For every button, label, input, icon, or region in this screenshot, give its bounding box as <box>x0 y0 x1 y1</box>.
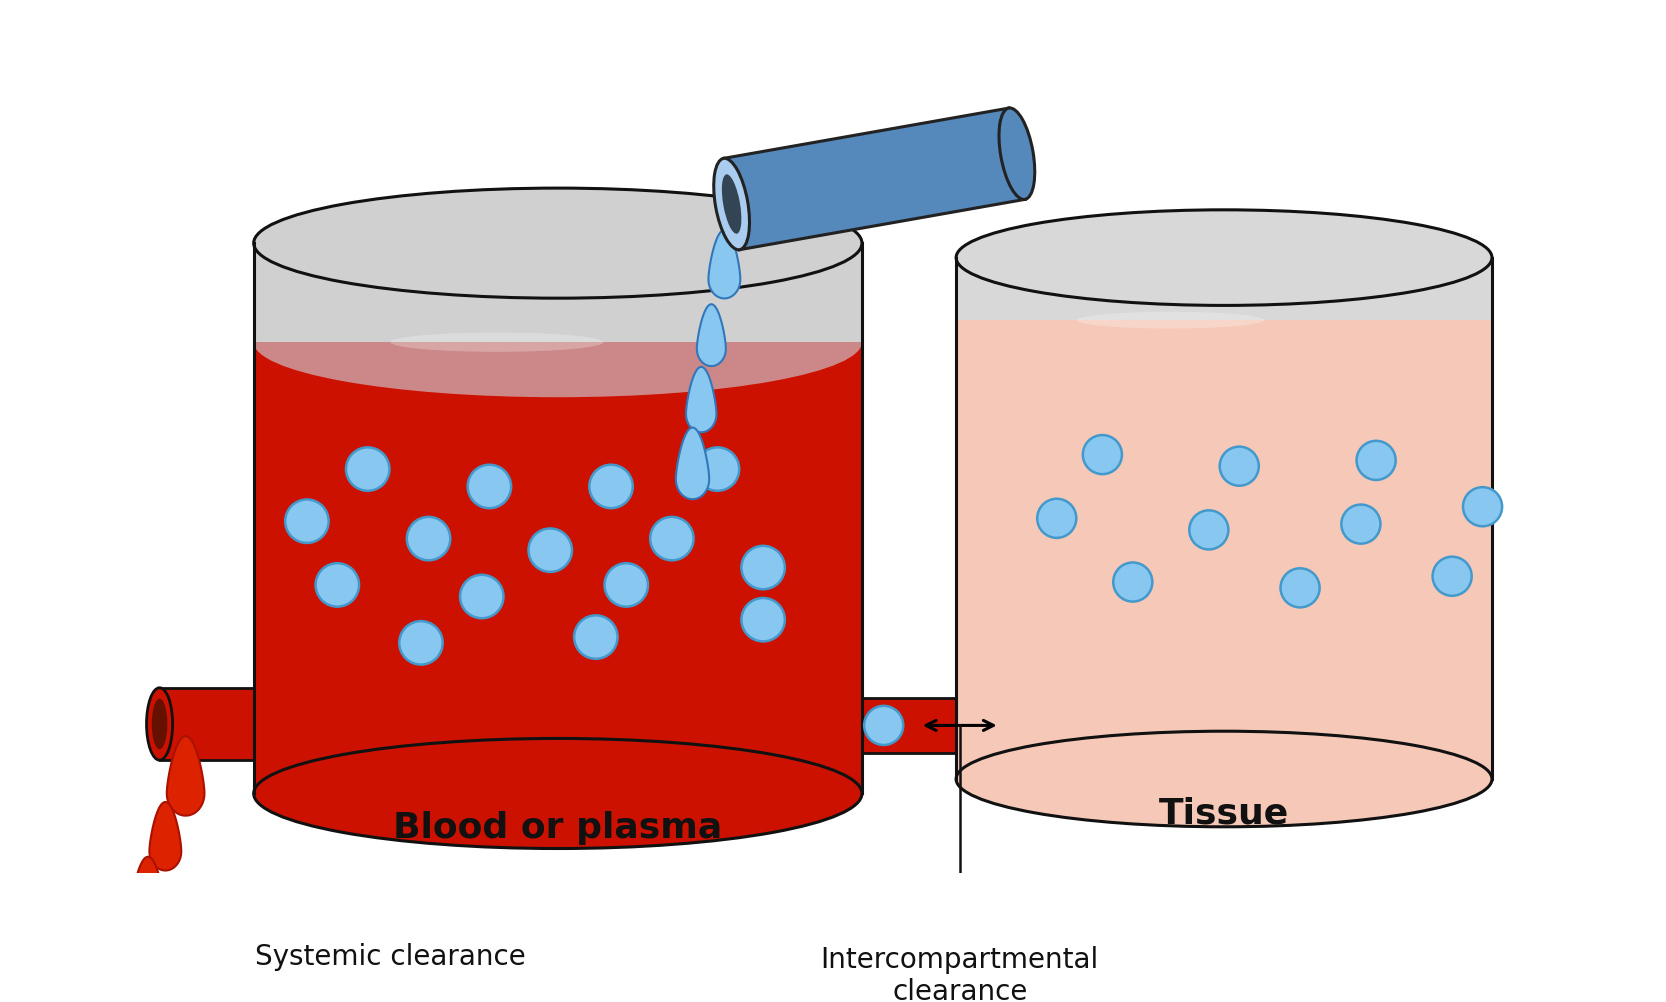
Polygon shape <box>132 857 165 930</box>
Ellipse shape <box>390 333 603 352</box>
Polygon shape <box>956 258 1493 321</box>
Ellipse shape <box>741 546 785 589</box>
Ellipse shape <box>650 517 693 560</box>
Ellipse shape <box>1113 562 1153 601</box>
Text: Intercompartmental
clearance: Intercompartmental clearance <box>821 946 1100 1002</box>
Ellipse shape <box>865 705 903 744</box>
Ellipse shape <box>152 698 167 749</box>
Ellipse shape <box>347 447 390 491</box>
Ellipse shape <box>605 563 648 606</box>
Polygon shape <box>150 802 182 871</box>
Polygon shape <box>167 736 205 816</box>
Ellipse shape <box>253 288 861 397</box>
Polygon shape <box>160 687 253 761</box>
Ellipse shape <box>285 499 328 543</box>
Ellipse shape <box>253 738 861 849</box>
Ellipse shape <box>1341 505 1381 544</box>
Ellipse shape <box>1083 435 1121 474</box>
Ellipse shape <box>1190 510 1228 549</box>
Polygon shape <box>253 243 861 794</box>
Polygon shape <box>696 305 726 366</box>
Polygon shape <box>723 108 1025 249</box>
Ellipse shape <box>575 615 618 658</box>
Polygon shape <box>676 428 710 499</box>
Ellipse shape <box>721 174 741 233</box>
Ellipse shape <box>1038 499 1076 538</box>
Ellipse shape <box>400 621 443 664</box>
Ellipse shape <box>1433 557 1471 596</box>
Polygon shape <box>861 698 956 753</box>
Ellipse shape <box>1220 447 1259 486</box>
Polygon shape <box>708 229 740 299</box>
Text: Tissue: Tissue <box>1160 797 1289 831</box>
Ellipse shape <box>590 465 633 508</box>
Ellipse shape <box>1356 441 1396 480</box>
Text: Systemic clearance: Systemic clearance <box>255 943 526 971</box>
Ellipse shape <box>713 158 750 249</box>
Ellipse shape <box>741 598 785 641</box>
Polygon shape <box>170 900 207 979</box>
Ellipse shape <box>528 528 571 572</box>
Polygon shape <box>686 367 716 432</box>
Ellipse shape <box>1076 312 1264 329</box>
Text: Blood or plasma: Blood or plasma <box>393 811 723 845</box>
Polygon shape <box>253 243 861 343</box>
Ellipse shape <box>956 209 1493 306</box>
Ellipse shape <box>468 465 511 508</box>
Ellipse shape <box>315 563 360 606</box>
Ellipse shape <box>1463 487 1503 526</box>
Ellipse shape <box>956 731 1493 827</box>
Ellipse shape <box>696 447 740 491</box>
Polygon shape <box>956 258 1493 779</box>
Ellipse shape <box>1000 108 1035 199</box>
Ellipse shape <box>147 687 173 761</box>
Ellipse shape <box>253 188 861 299</box>
Ellipse shape <box>407 517 450 560</box>
Ellipse shape <box>460 575 503 618</box>
Ellipse shape <box>1281 568 1319 607</box>
Ellipse shape <box>956 273 1493 368</box>
Polygon shape <box>143 913 182 996</box>
